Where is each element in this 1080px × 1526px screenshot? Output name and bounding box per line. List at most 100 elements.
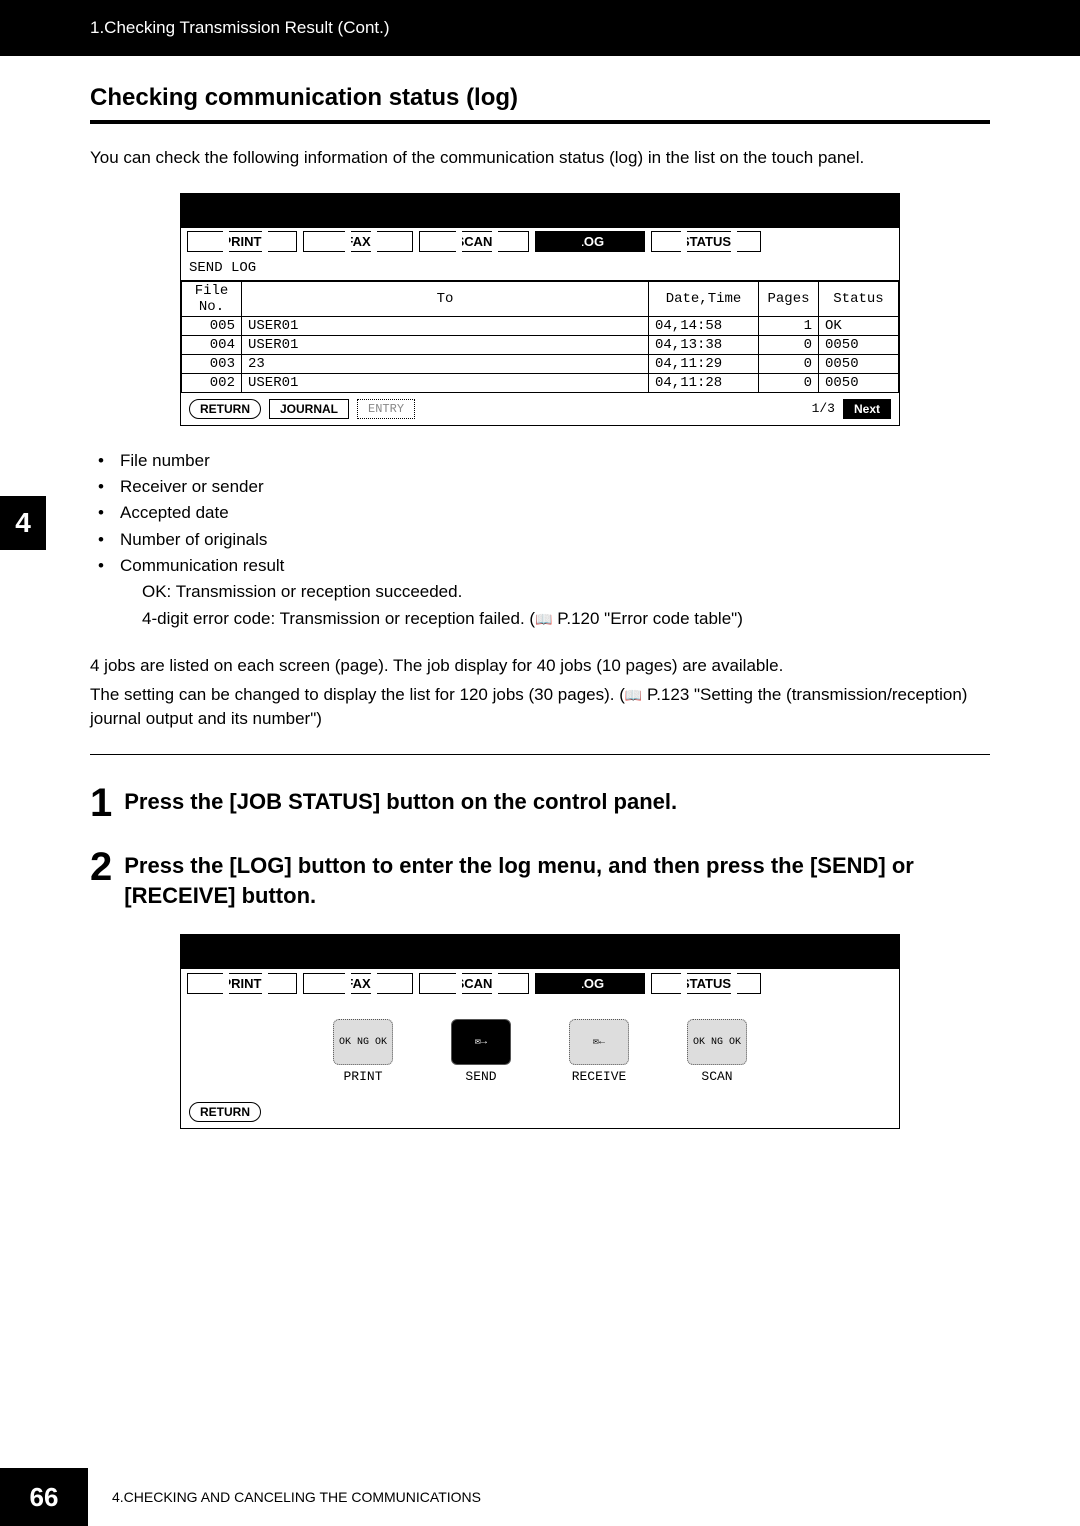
log-icon-scan[interactable]: OK NG OK SCAN [672, 1019, 762, 1084]
table-cell: USER01 [242, 316, 649, 335]
bullet-item: File number [98, 448, 990, 474]
tab-scan[interactable]: SCAN [419, 973, 529, 994]
log-menu-panel: PRINT FAX SCAN LOG STATUS OK NG OK PRINT ✉→ SEN… [180, 934, 900, 1129]
scan-icon: OK NG OK [687, 1019, 747, 1065]
table-body: 005USER0104,14:581OK004USER0104,13:38000… [182, 316, 899, 392]
table-cell: 04,11:29 [649, 354, 759, 373]
table-cell: 04,11:28 [649, 373, 759, 392]
bullet-item: Accepted date [98, 500, 990, 526]
page-number: 66 [0, 1468, 88, 1526]
book-icon: 📖 [535, 611, 552, 627]
table-cell: 003 [182, 354, 242, 373]
table-cell: 0050 [819, 335, 899, 354]
log-icon-print[interactable]: OK NG OK PRINT [318, 1019, 408, 1084]
panel-footer: RETURN JOURNAL ENTRY 1/3 Next [181, 393, 899, 425]
tab-row: PRINT FAX SCAN LOG STATUS [181, 228, 899, 256]
step-text: Press the [JOB STATUS] button on the con… [124, 783, 677, 823]
step-number: 2 [90, 847, 112, 910]
book-icon: 📖 [625, 687, 642, 703]
entry-button[interactable]: ENTRY [357, 399, 415, 419]
sub-ref: P.120 "Error code table") [553, 609, 743, 628]
table-row: 0032304,11:2900050 [182, 354, 899, 373]
table-cell: 0 [759, 354, 819, 373]
panel-blackbar [181, 935, 899, 969]
icon-label: RECEIVE [554, 1069, 644, 1084]
journal-button[interactable]: JOURNAL [269, 399, 349, 419]
tab-log[interactable]: LOG [535, 231, 645, 252]
col-header: Pages [759, 281, 819, 316]
tab-print[interactable]: PRINT [187, 231, 297, 252]
page-indicator: 1/3 [812, 401, 835, 416]
step-number: 1 [90, 783, 112, 823]
table-row: 005USER0104,14:581OK [182, 316, 899, 335]
icon-label: SEND [436, 1069, 526, 1084]
tab-status[interactable]: STATUS [651, 231, 761, 252]
bullet-label: Communication result [120, 556, 284, 575]
icon-row: OK NG OK PRINT ✉→ SEND ✉← RECEIVE OK NG OK SCAN [181, 997, 899, 1096]
step-2: 2 Press the [LOG] button to enter the lo… [90, 847, 990, 910]
table-cell: USER01 [242, 373, 649, 392]
post-bullet-p2: The setting can be changed to display th… [90, 683, 990, 732]
table-cell: 0050 [819, 373, 899, 392]
print-icon: OK NG OK [333, 1019, 393, 1065]
table-cell: 0 [759, 373, 819, 392]
table-cell: 04,13:38 [649, 335, 759, 354]
panel-subhead: SEND LOG [181, 256, 899, 281]
bullet-sub: 4-digit error code: Transmission or rece… [120, 606, 990, 632]
chapter-tab-badge: 4 [0, 496, 46, 550]
col-header: Date,Time [649, 281, 759, 316]
tab-scan[interactable]: SCAN [419, 231, 529, 252]
footer-chapter: 4.CHECKING AND CANCELING THE COMMUNICATI… [112, 1489, 481, 1505]
log-icon-send[interactable]: ✉→ SEND [436, 1019, 526, 1084]
main-content: Checking communication status (log) You … [0, 56, 1080, 1129]
rule-thin [90, 754, 990, 755]
post-bullet-p1: 4 jobs are listed on each screen (page).… [90, 654, 990, 679]
table-cell: 005 [182, 316, 242, 335]
bullet-item: Receiver or sender [98, 474, 990, 500]
tab-log[interactable]: LOG [535, 973, 645, 994]
page-footer: 66 4.CHECKING AND CANCELING THE COMMUNIC… [0, 1468, 1080, 1526]
col-header: To [242, 281, 649, 316]
icon-label: PRINT [318, 1069, 408, 1084]
table-cell: OK [819, 316, 899, 335]
table-row: 002USER0104,11:2800050 [182, 373, 899, 392]
table-head: File No.ToDate,TimePagesStatus [182, 281, 899, 316]
tab-fax[interactable]: FAX [303, 973, 413, 994]
tab-status[interactable]: STATUS [651, 973, 761, 994]
panel-blackbar [181, 194, 899, 228]
send-icon: ✉→ [451, 1019, 511, 1065]
tab-fax[interactable]: FAX [303, 231, 413, 252]
bullet-list: File number Receiver or sender Accepted … [98, 448, 990, 632]
tab-print[interactable]: PRINT [187, 973, 297, 994]
col-header: Status [819, 281, 899, 316]
step-1: 1 Press the [JOB STATUS] button on the c… [90, 783, 990, 823]
return-button[interactable]: RETURN [189, 1102, 261, 1122]
header-continued: 1.Checking Transmission Result (Cont.) [0, 0, 1080, 56]
bullet-item: Communication result OK: Transmission or… [98, 553, 990, 632]
log-table: File No.ToDate,TimePagesStatus 005USER01… [181, 281, 899, 393]
receive-icon: ✉← [569, 1019, 629, 1065]
next-button[interactable]: Next [843, 399, 891, 419]
table-cell: 002 [182, 373, 242, 392]
bullet-sub: OK: Transmission or reception succeeded. [120, 579, 990, 605]
p2-pre: The setting can be changed to display th… [90, 685, 625, 704]
section-title: Checking communication status (log) [90, 84, 990, 112]
icon-label: SCAN [672, 1069, 762, 1084]
table-cell: 004 [182, 335, 242, 354]
sub-text: 4-digit error code: Transmission or rece… [142, 609, 535, 628]
table-cell: 0 [759, 335, 819, 354]
table-cell: 23 [242, 354, 649, 373]
return-button[interactable]: RETURN [189, 399, 261, 419]
table-cell: 0050 [819, 354, 899, 373]
rule-thick [90, 120, 990, 124]
table-cell: USER01 [242, 335, 649, 354]
tab-row: PRINT FAX SCAN LOG STATUS [181, 969, 899, 997]
step-text: Press the [LOG] button to enter the log … [124, 847, 990, 910]
col-header: File No. [182, 281, 242, 316]
table-cell: 04,14:58 [649, 316, 759, 335]
log-icon-receive[interactable]: ✉← RECEIVE [554, 1019, 644, 1084]
bullet-item: Number of originals [98, 527, 990, 553]
log-panel: PRINT FAX SCAN LOG STATUS SEND LOG File No.T… [180, 193, 900, 426]
intro-paragraph: You can check the following information … [90, 146, 990, 171]
table-row: 004USER0104,13:3800050 [182, 335, 899, 354]
